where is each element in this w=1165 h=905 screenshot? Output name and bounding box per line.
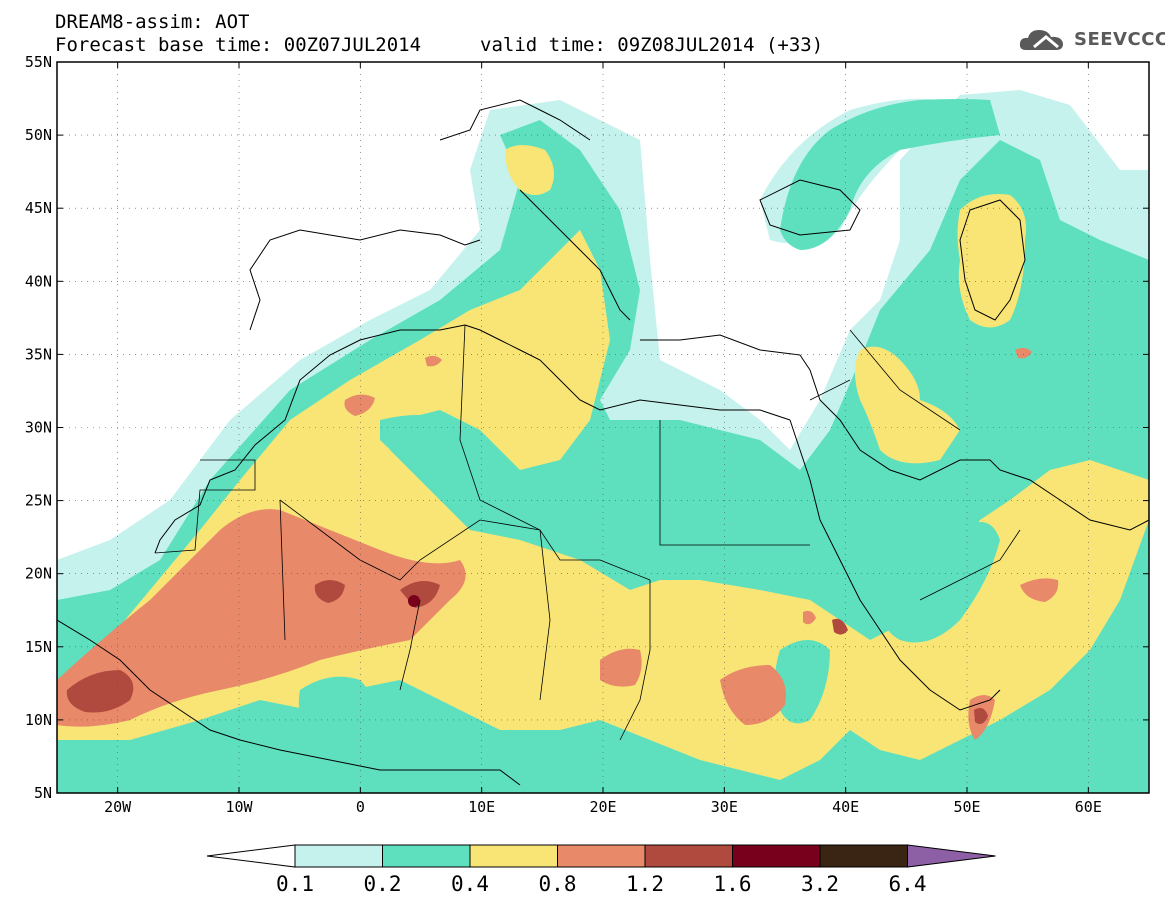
colorbar-label: 0.8 <box>539 872 577 896</box>
colorbar-label: 1.6 <box>714 872 752 896</box>
colorbar-label: 0.4 <box>451 872 489 896</box>
forecast-base-time: Forecast base time: 00Z07JUL2014 <box>55 34 422 56</box>
lon-label: 0 <box>356 798 365 816</box>
colorbar-swatch <box>557 844 646 868</box>
colorbar-swatch <box>732 844 821 868</box>
colorbar-over-triangle <box>907 844 996 868</box>
colorbar: 0.1 0.2 0.4 0.8 1.2 1.6 3.2 6.4 <box>206 844 996 896</box>
grid-lines <box>57 62 1149 793</box>
colorbar-label: 3.2 <box>801 872 839 896</box>
lon-label: 50E <box>953 798 980 816</box>
colorbar-label: 0.2 <box>364 872 402 896</box>
cloud-logo-icon <box>1019 30 1063 50</box>
colorbar-swatch <box>382 844 471 868</box>
colorbar-label: 6.4 <box>889 872 927 896</box>
logo-text: SEEVCCC <box>1074 29 1165 50</box>
lat-label: 55N <box>25 53 52 71</box>
valid-time: valid time: 09Z08JUL2014 (+33) <box>480 34 824 56</box>
aot-field <box>57 62 1149 793</box>
aot-peak-1.6-3.2 <box>408 595 420 607</box>
map-title: DREAM8-assim: AOT <box>55 11 250 33</box>
colorbar-swatch <box>294 844 383 868</box>
lat-label: 45N <box>25 199 52 217</box>
aot-band-0.8-1.2 <box>57 347 1059 740</box>
lat-label: 30N <box>25 419 52 437</box>
lat-label: 35N <box>25 345 52 363</box>
lon-label: 60E <box>1075 798 1102 816</box>
lon-label: 10W <box>225 798 253 816</box>
lon-label: 20W <box>104 798 132 816</box>
lat-label: 15N <box>25 638 52 656</box>
lat-label: 5N <box>34 784 52 802</box>
lon-label: 30E <box>711 798 738 816</box>
latitude-axis: 55N 50N 45N 40N 35N 30N 25N 20N 15N 10N 5N <box>25 53 1149 802</box>
colorbar-label: 1.2 <box>626 872 664 896</box>
colorbar-under-triangle <box>206 844 296 868</box>
longitude-axis: 20W 10W 0 10E 20E 30E 40E 50E 60E <box>104 62 1102 816</box>
lat-label: 25N <box>25 492 52 510</box>
lon-label: 20E <box>589 798 616 816</box>
colorbar-swatch <box>819 844 908 868</box>
lon-label: 10E <box>468 798 495 816</box>
colorbar-swatch <box>644 844 733 868</box>
lat-label: 50N <box>25 126 52 144</box>
colorbar-swatch <box>469 844 558 868</box>
aot-patch-0.2-0.4 <box>298 415 1000 739</box>
coastlines <box>57 99 1149 786</box>
seevccc-logo: SEEVCCC <box>1018 24 1165 56</box>
lat-label: 10N <box>25 711 52 729</box>
lon-label: 40E <box>832 798 859 816</box>
country-borders <box>154 324 1021 741</box>
colorbar-label: 0.1 <box>276 872 314 896</box>
lat-label: 40N <box>25 272 52 290</box>
lat-label: 20N <box>25 565 52 583</box>
